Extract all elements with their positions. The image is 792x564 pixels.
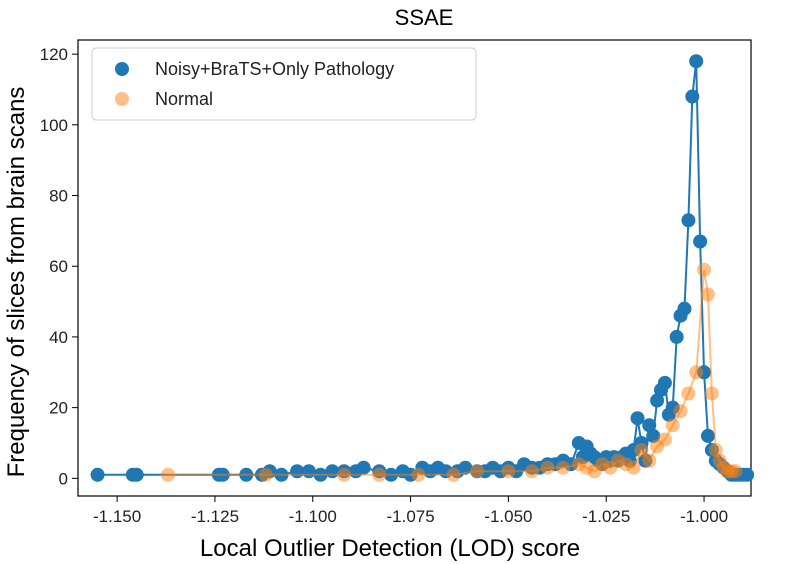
data-point bbox=[728, 464, 743, 479]
y-tick-label: 100 bbox=[40, 116, 68, 135]
data-point bbox=[689, 365, 704, 380]
data-point bbox=[258, 467, 273, 482]
data-point bbox=[657, 432, 672, 447]
series-line bbox=[167, 269, 736, 476]
data-point bbox=[665, 418, 680, 433]
data-point bbox=[90, 467, 105, 482]
data-point bbox=[681, 213, 696, 228]
x-tick-label: -1.000 bbox=[680, 507, 728, 526]
legend-box bbox=[91, 47, 477, 121]
data-point bbox=[677, 301, 692, 316]
data-point bbox=[470, 464, 485, 479]
data-point bbox=[673, 404, 688, 419]
legend: Noisy+BraTS+Only Pathology Normal bbox=[91, 47, 477, 121]
series-layer bbox=[90, 54, 755, 482]
y-tick-label: 80 bbox=[49, 187, 68, 206]
data-point bbox=[556, 460, 571, 475]
data-point bbox=[693, 234, 708, 249]
data-point bbox=[669, 329, 684, 344]
data-point bbox=[524, 464, 539, 479]
data-point bbox=[689, 54, 704, 69]
data-point bbox=[129, 467, 144, 482]
y-tick-label: 40 bbox=[49, 328, 68, 347]
data-point bbox=[642, 453, 657, 468]
data-point bbox=[337, 467, 352, 482]
data-point bbox=[411, 467, 426, 482]
legend-label-normal: Normal bbox=[155, 89, 213, 109]
data-point bbox=[697, 262, 712, 277]
y-tick-label: 20 bbox=[49, 399, 68, 418]
data-point bbox=[681, 386, 696, 401]
x-tick-label: -1.125 bbox=[191, 507, 239, 526]
data-point bbox=[646, 428, 661, 443]
data-point bbox=[372, 467, 387, 482]
x-axis-ticks: -1.150 -1.125 -1.100 -1.075 -1.050 -1.025 -1.0… bbox=[93, 496, 728, 526]
data-point bbox=[700, 428, 715, 443]
y-tick-label: 0 bbox=[59, 469, 68, 488]
data-point bbox=[626, 460, 641, 475]
data-point bbox=[650, 393, 665, 408]
data-point bbox=[501, 464, 516, 479]
x-tick-label: -1.025 bbox=[582, 507, 630, 526]
data-point bbox=[634, 443, 649, 458]
y-tick-label: 60 bbox=[49, 257, 68, 276]
data-point bbox=[540, 460, 555, 475]
x-axis-label: Local Outlier Detection (LOD) score bbox=[200, 535, 580, 562]
y-axis-ticks: 0 20 40 60 80 100 120 bbox=[40, 45, 78, 488]
x-tick-label: -1.150 bbox=[93, 507, 141, 526]
legend-marker-normal bbox=[115, 92, 129, 106]
data-point bbox=[642, 418, 657, 433]
data-point bbox=[708, 443, 723, 458]
data-point bbox=[704, 386, 719, 401]
x-tick-label: -1.100 bbox=[289, 507, 337, 526]
legend-marker-noisy-brats bbox=[115, 62, 129, 76]
y-tick-label: 120 bbox=[40, 45, 68, 64]
data-point bbox=[160, 467, 175, 482]
series-1 bbox=[160, 262, 743, 482]
chart-title: SSAE bbox=[395, 5, 454, 30]
data-point bbox=[740, 467, 755, 482]
data-point bbox=[685, 89, 700, 104]
data-point bbox=[356, 460, 371, 475]
legend-label-noisy-brats: Noisy+BraTS+Only Pathology bbox=[155, 59, 394, 79]
data-point bbox=[630, 411, 645, 426]
data-point bbox=[657, 375, 672, 390]
data-point bbox=[446, 467, 461, 482]
plot-area bbox=[77, 39, 752, 497]
x-tick-label: -1.075 bbox=[386, 507, 434, 526]
data-point bbox=[700, 287, 715, 302]
data-point bbox=[458, 460, 473, 475]
series-line bbox=[97, 61, 748, 476]
x-tick-label: -1.050 bbox=[484, 507, 532, 526]
y-axis-label: Frequency of slices from brain scans bbox=[3, 87, 30, 478]
